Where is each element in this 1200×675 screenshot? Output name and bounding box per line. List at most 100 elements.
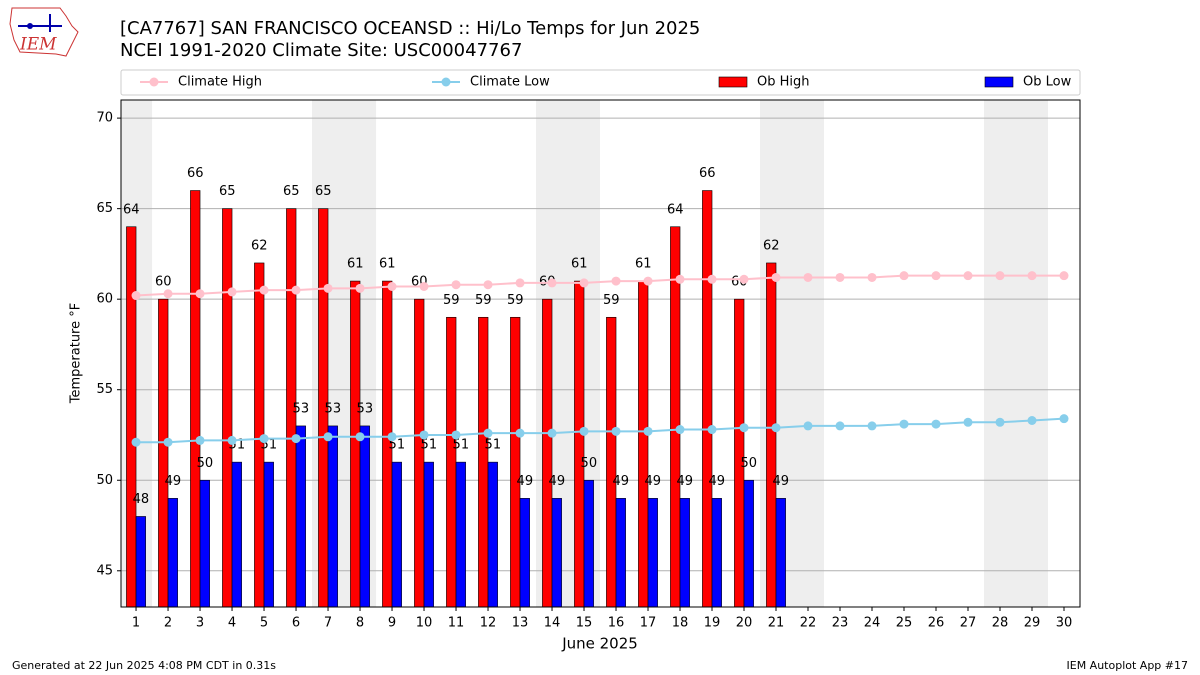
bar: [647, 498, 658, 608]
line-marker: [707, 274, 717, 284]
bar: [487, 461, 498, 608]
value-label: 61: [379, 257, 396, 272]
x-tick-label: 18: [672, 616, 689, 631]
value-label: 65: [283, 184, 300, 199]
value-label: 51: [421, 438, 438, 453]
value-label: 50: [741, 456, 758, 471]
chart-subtitle: NCEI 1991-2020 Climate Site: USC00047767: [120, 40, 522, 61]
bar: [775, 498, 786, 608]
bar: [670, 226, 681, 608]
weekend-shade: [984, 100, 1017, 607]
bar: [158, 298, 169, 608]
y-tick-label: 70: [96, 111, 113, 126]
line-marker: [867, 272, 877, 282]
line: [135, 274, 1064, 297]
value-label: 49: [517, 474, 534, 489]
x-tick-label: 3: [196, 616, 204, 631]
bar: [455, 461, 466, 608]
value-label: 59: [475, 293, 492, 308]
line-marker: [899, 271, 909, 281]
bar: [766, 262, 777, 608]
line-marker: [771, 272, 781, 282]
line-marker: [995, 271, 1005, 281]
footer-right: IEM Autoplot App #17: [1067, 659, 1189, 672]
value-label: 51: [453, 438, 470, 453]
line-marker: [387, 282, 397, 292]
x-tick-label: 6: [292, 616, 300, 631]
value-label: 66: [187, 166, 204, 181]
bar: [606, 316, 617, 608]
logo: IEM: [9, 7, 79, 57]
value-label: 59: [443, 293, 460, 308]
line-marker: [387, 432, 397, 442]
line-marker: [739, 274, 749, 284]
bar: [519, 498, 530, 608]
bar: [423, 461, 434, 608]
y-tick-label: 65: [96, 201, 113, 216]
bar: [126, 226, 137, 608]
bar: [702, 190, 713, 608]
value-label: 64: [667, 202, 684, 217]
bar: [510, 316, 521, 608]
x-tick-label: 12: [480, 616, 497, 631]
line-marker: [451, 430, 461, 440]
bar: [743, 479, 754, 608]
value-label: 65: [219, 184, 236, 199]
bar: [615, 498, 626, 608]
bar: [391, 461, 402, 608]
x-tick-label: 23: [832, 616, 849, 631]
value-label: 61: [571, 257, 588, 272]
line-marker: [1059, 271, 1069, 281]
x-tick-label: 17: [640, 616, 657, 631]
x-tick-label: 13: [512, 616, 529, 631]
line-marker: [227, 435, 237, 445]
legend-marker: [149, 77, 159, 87]
bar: [359, 425, 370, 608]
value-label: 53: [325, 401, 342, 416]
value-label: 49: [773, 474, 790, 489]
line-marker: [163, 289, 173, 299]
x-tick-label: 27: [960, 616, 977, 631]
value-label: 65: [315, 184, 332, 199]
value-label: 61: [635, 257, 652, 272]
line-marker: [835, 421, 845, 431]
bar: [542, 298, 553, 608]
bar: [478, 316, 489, 608]
line-marker: [259, 434, 269, 444]
value-label: 59: [603, 293, 620, 308]
bar: [222, 208, 233, 608]
line-marker: [419, 282, 429, 292]
legend-swatch: [718, 76, 748, 88]
legend-label: Climate High: [178, 75, 262, 90]
bar: [190, 190, 201, 608]
line-marker: [771, 423, 781, 433]
bar: [679, 498, 690, 608]
line-marker: [995, 417, 1005, 427]
y-tick-label: 60: [96, 292, 113, 307]
line-marker: [803, 272, 813, 282]
line-marker: [899, 419, 909, 429]
plot-frame: [120, 99, 1081, 608]
line-marker: [483, 428, 493, 438]
x-tick-label: 2: [164, 616, 172, 631]
value-label: 50: [581, 456, 598, 471]
x-tick-label: 10: [416, 616, 433, 631]
x-tick-label: 21: [768, 616, 785, 631]
line-marker: [419, 430, 429, 440]
legend-label: Climate Low: [470, 75, 550, 90]
value-label: 59: [507, 293, 524, 308]
bar: [711, 498, 722, 608]
value-label: 60: [155, 275, 172, 290]
value-label: 66: [699, 166, 716, 181]
value-label: 48: [133, 492, 150, 507]
line-marker: [131, 291, 141, 301]
line-marker: [931, 271, 941, 281]
value-label: 51: [485, 438, 502, 453]
line-marker: [867, 421, 877, 431]
line: [136, 417, 1065, 444]
x-tick-label: 14: [544, 616, 561, 631]
x-tick-label: 28: [992, 616, 1009, 631]
bar: [446, 316, 457, 608]
y-tick-label: 55: [96, 382, 113, 397]
